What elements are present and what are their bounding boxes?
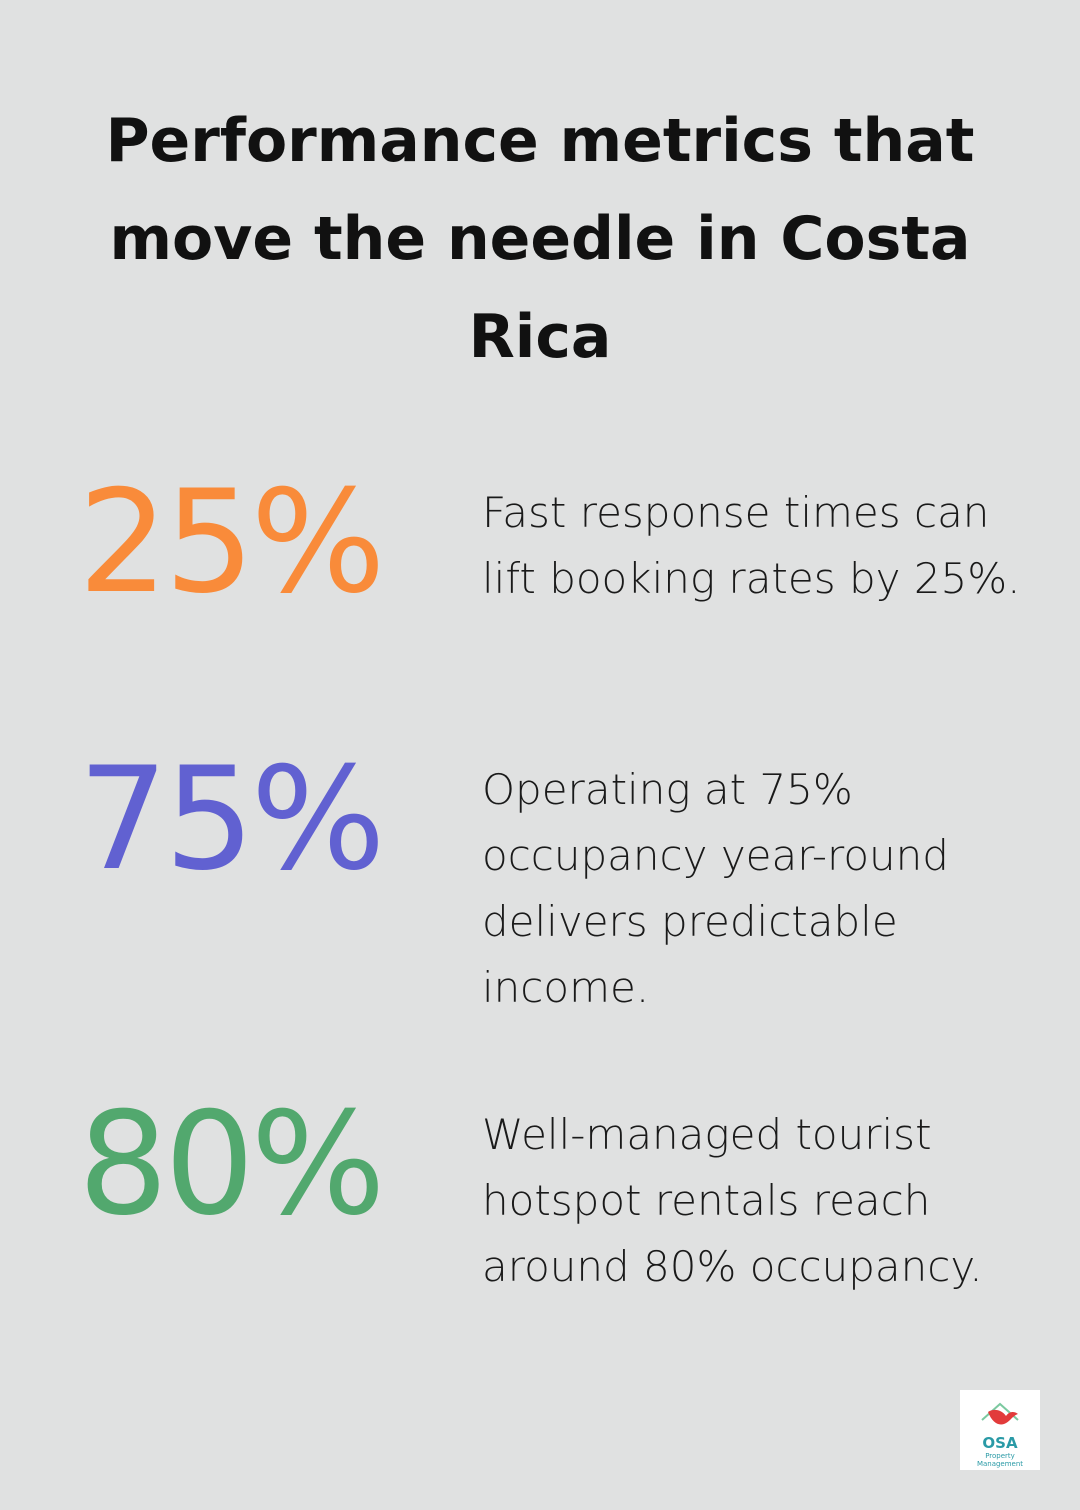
stat-value: 80% [78,1082,386,1247]
stat-text: Fast response times can lift booking rat… [482,488,1021,603]
logo-name: OSA [982,1434,1018,1452]
stat-text: Well-managed tourist hotspot rentals rea… [482,1110,983,1291]
stat-value: 75% [78,737,386,902]
logo: OSA Property Management [960,1390,1040,1470]
logo-icon [981,1402,1019,1425]
stat-text: Operating at 75% occupancy year-round de… [482,765,949,1012]
title: Performance metrics that move the needle… [105,106,975,372]
logo-tagline: Property Management [976,1452,1024,1468]
stat-value: 25% [78,460,386,625]
